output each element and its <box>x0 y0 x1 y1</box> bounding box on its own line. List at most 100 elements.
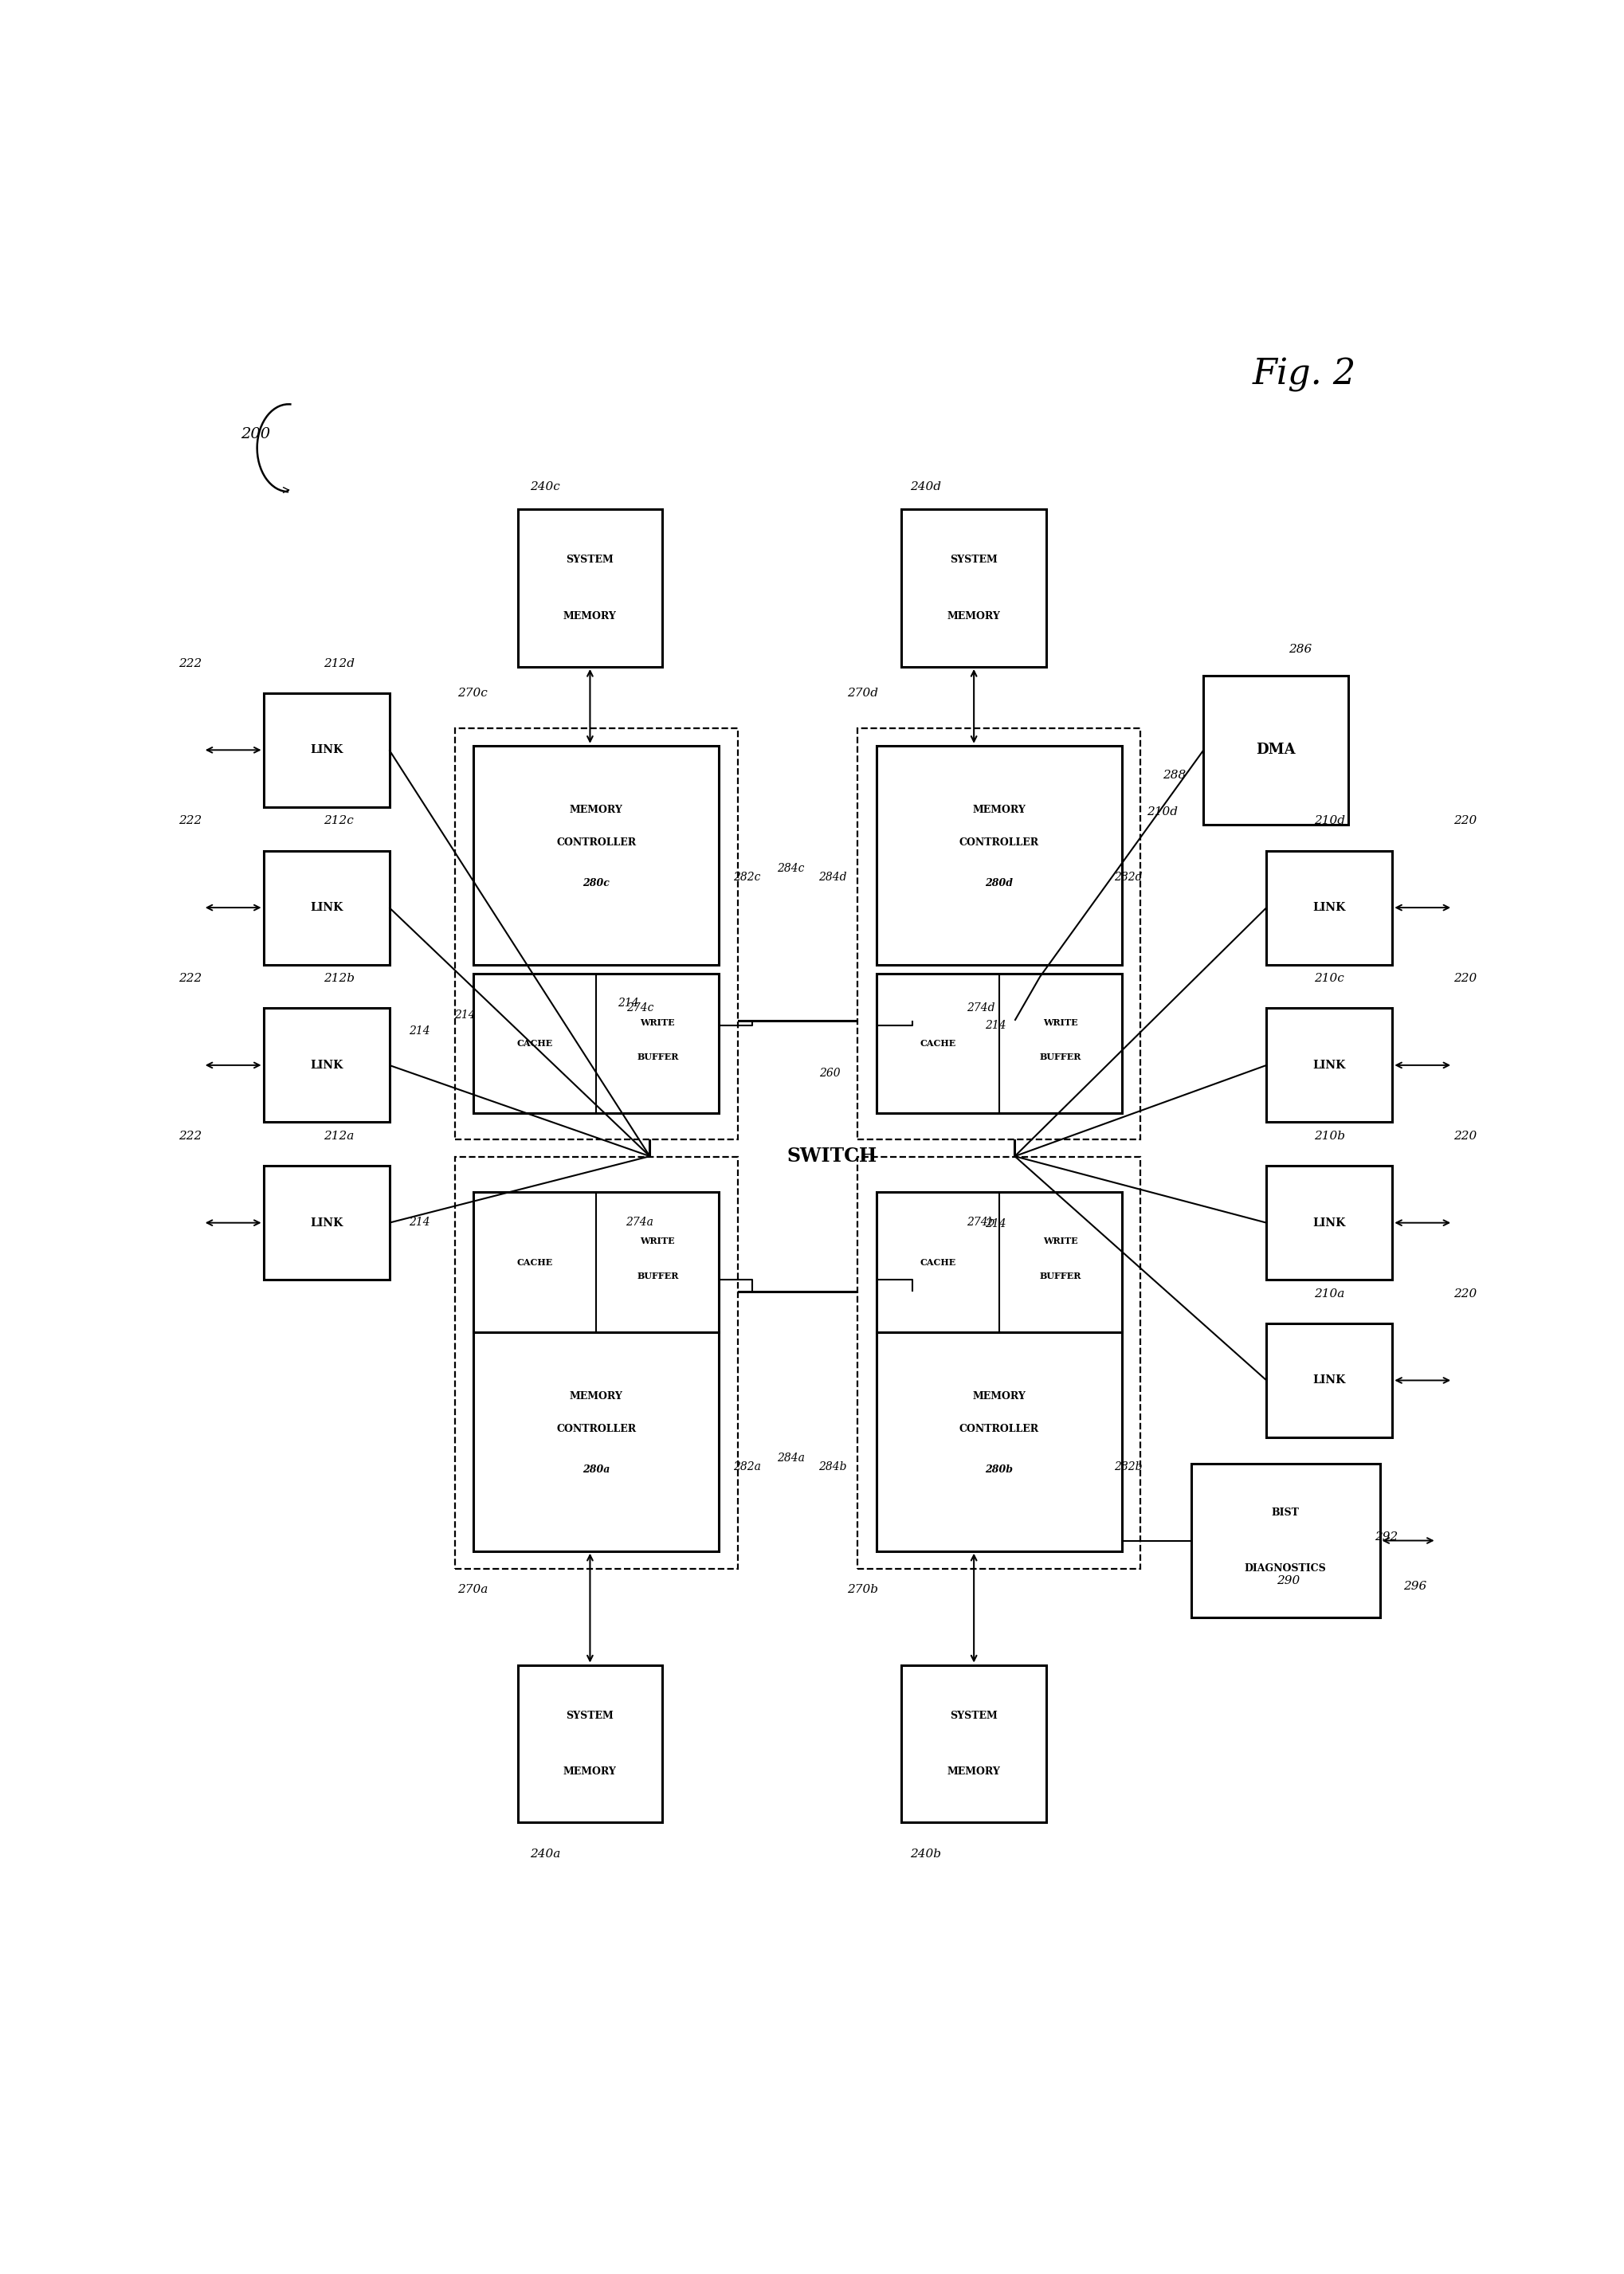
Text: 280b: 280b <box>986 1464 1013 1476</box>
Text: LINK: LINK <box>310 1217 343 1228</box>
Bar <box>1203 675 1348 825</box>
Bar <box>474 746 719 964</box>
Text: 270d: 270d <box>848 687 879 698</box>
Text: LINK: LINK <box>1312 1060 1346 1071</box>
Bar <box>877 746 1122 964</box>
Bar <box>518 509 663 666</box>
Bar <box>877 1333 1122 1551</box>
Text: MEMORY: MEMORY <box>564 1767 617 1776</box>
Bar <box>857 728 1140 1139</box>
Text: SYSTEM: SYSTEM <box>567 1710 614 1721</box>
Text: 222: 222 <box>179 816 201 825</box>
Text: CACHE: CACHE <box>516 1039 554 1048</box>
Text: 292: 292 <box>1374 1530 1398 1542</box>
Text: 222: 222 <box>179 973 201 985</box>
Text: LINK: LINK <box>1312 1217 1346 1228</box>
Text: 220: 220 <box>1453 1287 1478 1298</box>
Text: WRITE: WRITE <box>1043 1019 1078 1026</box>
Bar <box>263 1007 390 1121</box>
Text: LINK: LINK <box>310 1060 343 1071</box>
Text: 210a: 210a <box>1314 1287 1345 1298</box>
Text: MEMORY: MEMORY <box>570 1392 624 1401</box>
Text: 274a: 274a <box>625 1217 653 1228</box>
Text: MEMORY: MEMORY <box>947 1767 1000 1776</box>
Text: 220: 220 <box>1453 1130 1478 1142</box>
Bar <box>1267 1323 1392 1437</box>
Text: WRITE: WRITE <box>1043 1237 1078 1246</box>
Text: 220: 220 <box>1453 973 1478 985</box>
Text: CACHE: CACHE <box>516 1258 554 1267</box>
Bar <box>877 973 1122 1114</box>
Text: 282d: 282d <box>1114 871 1142 882</box>
Text: SWITCH: SWITCH <box>788 1146 877 1167</box>
Text: 274d: 274d <box>966 1003 996 1014</box>
Bar <box>455 1157 737 1569</box>
Text: 270a: 270a <box>456 1585 487 1594</box>
Text: BUFFER: BUFFER <box>1039 1271 1082 1280</box>
Bar <box>1267 1167 1392 1280</box>
Text: 214: 214 <box>617 998 638 1010</box>
Bar <box>474 1192 719 1333</box>
Text: 270b: 270b <box>848 1585 879 1594</box>
Bar <box>650 1021 1015 1292</box>
Text: 284b: 284b <box>818 1462 846 1474</box>
Text: MEMORY: MEMORY <box>973 805 1026 814</box>
Text: LINK: LINK <box>1312 1376 1346 1385</box>
Text: 212b: 212b <box>323 973 354 985</box>
Text: DMA: DMA <box>1257 744 1296 757</box>
Text: CONTROLLER: CONTROLLER <box>557 1424 637 1435</box>
Text: WRITE: WRITE <box>640 1019 676 1026</box>
Text: 260: 260 <box>818 1067 840 1078</box>
Text: CONTROLLER: CONTROLLER <box>557 837 637 848</box>
Text: 212d: 212d <box>323 657 354 669</box>
Text: 214: 214 <box>409 1026 430 1037</box>
Bar <box>1190 1464 1380 1617</box>
Text: 280a: 280a <box>583 1464 611 1476</box>
Text: 240a: 240a <box>529 1849 560 1860</box>
Text: 274b: 274b <box>966 1217 996 1228</box>
Bar <box>1267 1007 1392 1121</box>
Bar <box>1267 850 1392 964</box>
Text: 212c: 212c <box>323 816 354 825</box>
Text: 222: 222 <box>179 657 201 669</box>
Bar <box>263 694 390 807</box>
Text: MEMORY: MEMORY <box>973 1392 1026 1401</box>
Text: LINK: LINK <box>310 744 343 755</box>
Bar <box>901 509 1046 666</box>
Text: 214: 214 <box>986 1021 1007 1032</box>
Text: Fig. 2: Fig. 2 <box>1252 357 1356 391</box>
Text: CACHE: CACHE <box>919 1039 957 1048</box>
Text: 282a: 282a <box>732 1462 760 1474</box>
Text: 210d: 210d <box>1314 816 1345 825</box>
Text: 274c: 274c <box>625 1003 653 1014</box>
Text: BUFFER: BUFFER <box>1039 1053 1082 1062</box>
Text: 286: 286 <box>1289 644 1312 655</box>
Text: MEMORY: MEMORY <box>570 805 624 814</box>
Bar <box>518 1665 663 1821</box>
Text: 284c: 284c <box>776 862 804 873</box>
Bar <box>857 1157 1140 1569</box>
Text: 284a: 284a <box>776 1453 804 1464</box>
Text: SYSTEM: SYSTEM <box>950 555 997 566</box>
Text: MEMORY: MEMORY <box>947 612 1000 621</box>
Text: 214: 214 <box>986 1219 1007 1230</box>
Text: 290: 290 <box>1276 1576 1299 1587</box>
Text: 280d: 280d <box>986 878 1013 889</box>
Text: SYSTEM: SYSTEM <box>567 555 614 566</box>
Text: 288: 288 <box>1163 771 1186 780</box>
Text: BUFFER: BUFFER <box>637 1053 679 1062</box>
Text: BIST: BIST <box>1272 1508 1299 1517</box>
Text: LINK: LINK <box>310 903 343 914</box>
Text: 210c: 210c <box>1314 973 1345 985</box>
Bar <box>877 1192 1122 1333</box>
Bar <box>901 1665 1046 1821</box>
Text: 282b: 282b <box>1114 1462 1142 1474</box>
Bar <box>474 1333 719 1551</box>
Text: 210d: 210d <box>1147 807 1177 819</box>
Text: 240d: 240d <box>909 480 940 491</box>
Text: DIAGNOSTICS: DIAGNOSTICS <box>1244 1565 1327 1574</box>
Text: 296: 296 <box>1403 1580 1427 1592</box>
Text: 240b: 240b <box>909 1849 940 1860</box>
Bar <box>455 728 737 1139</box>
Text: 214: 214 <box>455 1010 476 1021</box>
